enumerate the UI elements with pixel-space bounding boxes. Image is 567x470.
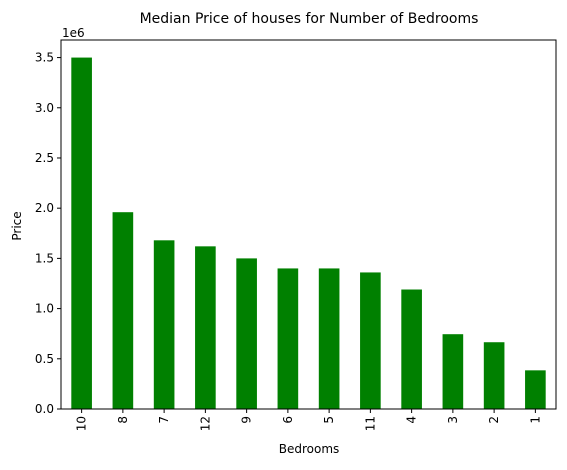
x-tick-label-8: 8: [116, 416, 130, 424]
x-tick-label-9: 9: [240, 416, 254, 424]
y-axis-label: Price: [10, 211, 24, 240]
bar-3: [442, 334, 464, 409]
y-tick-label-3.0: 3.0: [35, 101, 54, 115]
x-tick-label-7: 7: [157, 416, 171, 424]
x-tick-label-5: 5: [322, 416, 336, 424]
x-tick-label-11: 11: [363, 416, 377, 431]
bar-10: [71, 57, 92, 409]
bar-11: [360, 272, 381, 409]
bar-4: [401, 289, 422, 409]
y-axis-ticks: 0.0 0.5 1.0 1.5 2.0 2.5 3.0 3.5: [35, 51, 61, 416]
bar-8: [112, 212, 134, 409]
bar-9: [236, 258, 257, 409]
bars-layer: [71, 57, 546, 409]
y-tick-label-1.0: 1.0: [35, 302, 54, 316]
y-tick-label-2.0: 2.0: [35, 201, 54, 215]
chart-title: Median Price of houses for Number of Bed…: [140, 11, 479, 27]
bar-6: [277, 268, 299, 409]
y-tick-label-1.5: 1.5: [35, 251, 54, 265]
y-tick-label-0.0: 0.0: [35, 402, 54, 416]
x-tick-label-1: 1: [528, 416, 542, 424]
plot-frame: [60, 39, 557, 410]
x-tick-label-2: 2: [487, 416, 501, 424]
bar-1: [525, 370, 546, 409]
x-tick-label-12: 12: [198, 416, 212, 431]
x-tick-label-6: 6: [281, 416, 295, 424]
y-tick-label-0.5: 0.5: [35, 352, 54, 366]
bar-2: [483, 342, 505, 409]
x-tick-label-4: 4: [405, 416, 419, 424]
y-axis-offset-text: 1e6: [62, 26, 85, 40]
x-axis-label: Bedrooms: [279, 442, 340, 456]
y-tick-label-3.5: 3.5: [35, 51, 54, 65]
x-tick-label-10: 10: [75, 416, 89, 431]
bar-12: [195, 246, 216, 409]
bar-7: [153, 240, 175, 409]
x-tick-label-3: 3: [446, 416, 460, 424]
bar-5: [318, 268, 340, 409]
x-axis-ticks: 10 8 7 12 9 6 5 11 4 3 2 1: [75, 409, 542, 431]
y-tick-label-2.5: 2.5: [35, 151, 54, 165]
